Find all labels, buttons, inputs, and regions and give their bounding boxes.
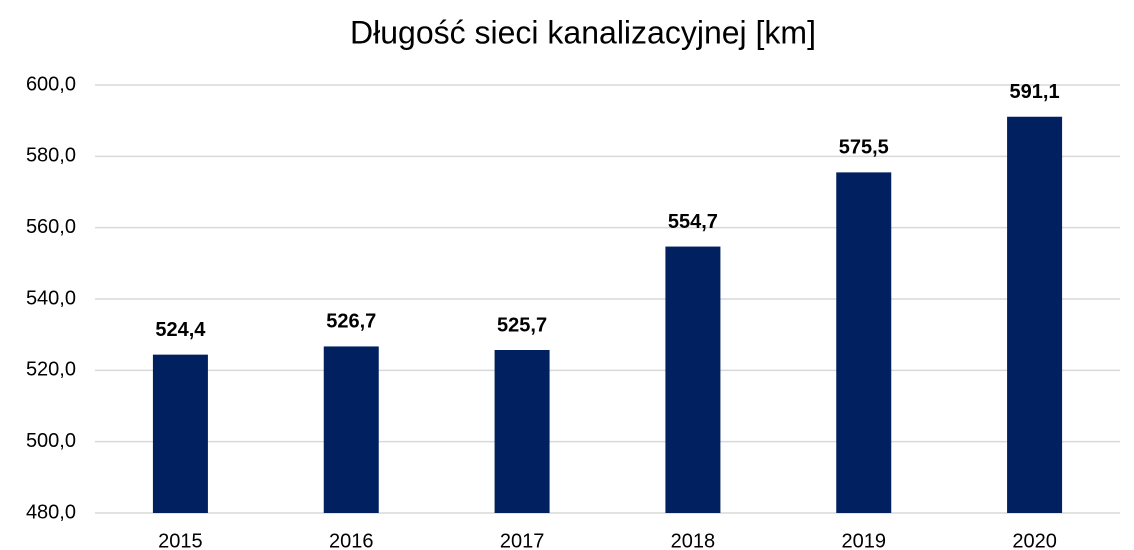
chart-title: Długość sieci kanalizacyjnej [km] bbox=[350, 14, 816, 50]
data-label: 554,7 bbox=[668, 211, 718, 233]
y-tick-label: 500,0 bbox=[26, 430, 76, 452]
bar bbox=[836, 172, 892, 513]
bar bbox=[152, 354, 208, 513]
x-tick-label: 2017 bbox=[500, 530, 545, 550]
x-tick-label: 2019 bbox=[842, 530, 887, 550]
data-label: 526,7 bbox=[326, 311, 376, 333]
y-tick-label: 540,0 bbox=[26, 287, 76, 309]
x-tick-label: 2015 bbox=[158, 530, 203, 550]
y-tick-label: 580,0 bbox=[26, 145, 76, 167]
data-label: 575,5 bbox=[839, 137, 889, 159]
x-tick-label: 2018 bbox=[671, 530, 716, 550]
data-label: 591,1 bbox=[1010, 81, 1060, 103]
y-tick-label: 600,0 bbox=[26, 73, 76, 95]
y-tick-label: 480,0 bbox=[26, 501, 76, 523]
data-label: 525,7 bbox=[497, 314, 547, 336]
bar bbox=[494, 350, 550, 513]
y-tick-label: 560,0 bbox=[26, 216, 76, 238]
data-label: 524,4 bbox=[155, 319, 206, 341]
bar bbox=[1007, 116, 1063, 513]
bar bbox=[323, 346, 379, 513]
x-tick-label: 2020 bbox=[1012, 530, 1057, 550]
x-tick-label: 2016 bbox=[329, 530, 374, 550]
bar bbox=[665, 246, 721, 513]
y-tick-label: 520,0 bbox=[26, 359, 76, 381]
